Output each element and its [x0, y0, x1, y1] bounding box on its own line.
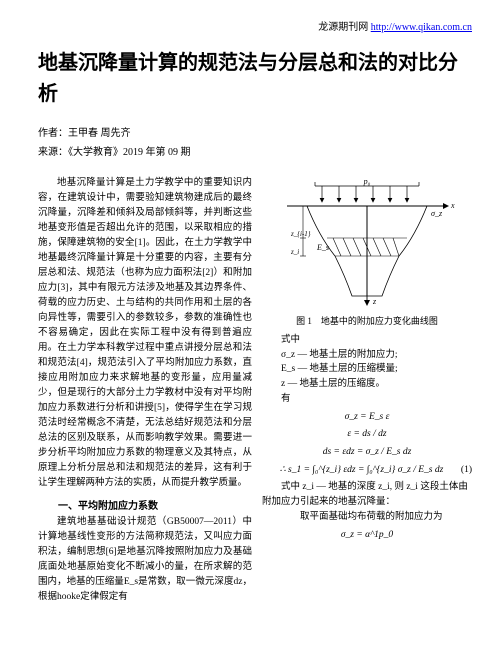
svg-text:p₀: p₀: [363, 177, 371, 186]
left-column: 地基沉降量计算是土力学教学中的重要知识内容，在建筑设计中，需要验知建筑物建成后的…: [38, 176, 252, 605]
svg-text:z: z: [372, 297, 377, 306]
svg-text:x: x: [450, 201, 455, 210]
right-column: p₀ z x: [262, 176, 472, 605]
source-label: 来源：: [38, 147, 68, 158]
eq-number-1: (1): [461, 463, 472, 478]
svg-text:E_s: E_s: [316, 243, 329, 252]
formula-line-2: E_s — 地基土层的压缩模量;: [262, 362, 472, 377]
formula-line-you: 有: [262, 392, 472, 407]
page-title: 地基沉降量计算的规范法与分层总和法的对比分析: [38, 48, 472, 110]
formula-desc-2: 取平面基础均布荷载的附加应力为: [262, 510, 472, 525]
formulas-block: 式中 σ_z — 地基土层的附加应力; E_s — 地基土层的压缩模量; z —…: [262, 333, 472, 542]
figure-1: p₀ z x: [262, 176, 472, 327]
header-link: 龙源期刊网 http://www.qikan.com.cn: [318, 18, 472, 33]
stress-diagram: p₀ z x: [267, 176, 467, 311]
formula-line-3: z — 地基土层的压缩度。: [262, 377, 472, 392]
paragraph-1: 地基沉降量计算是土力学教学中的重要知识内容，在建筑设计中，需要验知建筑物建成后的…: [38, 176, 252, 491]
content-columns: 地基沉降量计算是土力学教学中的重要知识内容，在建筑设计中，需要验知建筑物建成后的…: [38, 176, 472, 605]
svg-text:z_i: z_i: [290, 248, 299, 256]
eq-ds: ds = εdz = σ_z / E_s dz: [262, 445, 472, 460]
eq-s1: ∴ s_1 = ∫₀^{z_i} εdz = ∫₀^{z_i} σ_z / E_…: [262, 463, 472, 478]
formula-desc-1: 式中 z_i — 地基的深度 z_i, 则 z_i 这段土体由附加应力引起来的地…: [262, 480, 472, 509]
paragraph-2: 建筑地基基础设计规范（GB50007—2011）中计算地基线性变形的方法简称规范…: [38, 515, 252, 605]
meta-block: 作者：王甲春 周先齐 来源：《大学教育》2019 年第 09 期: [38, 124, 472, 162]
source: 《大学教育》2019 年第 09 期: [68, 147, 191, 158]
site-url[interactable]: http://www.qikan.com.cn: [371, 22, 472, 33]
svg-text:z_{i-1}: z_{i-1}: [290, 230, 311, 238]
svg-text:σ_z: σ_z: [431, 209, 443, 218]
author-label: 作者：: [38, 128, 68, 139]
section-1-title: 一、平均附加应力系数: [38, 497, 252, 512]
eq-final: σ_z = α^1p_0: [262, 528, 472, 543]
formula-intro: 式中: [262, 333, 472, 348]
author: 王甲春 周先齐: [68, 128, 131, 139]
eq-eps: ε = ds / dz: [262, 427, 472, 442]
site-label: 龙源期刊网: [318, 22, 368, 33]
formula-line-1: σ_z — 地基土层的附加应力;: [262, 348, 472, 363]
figure-1-caption: 图 1 地基中的附加应力变化曲线图: [262, 314, 472, 327]
eq-sigma: σ_z = E_s ε: [262, 410, 472, 425]
